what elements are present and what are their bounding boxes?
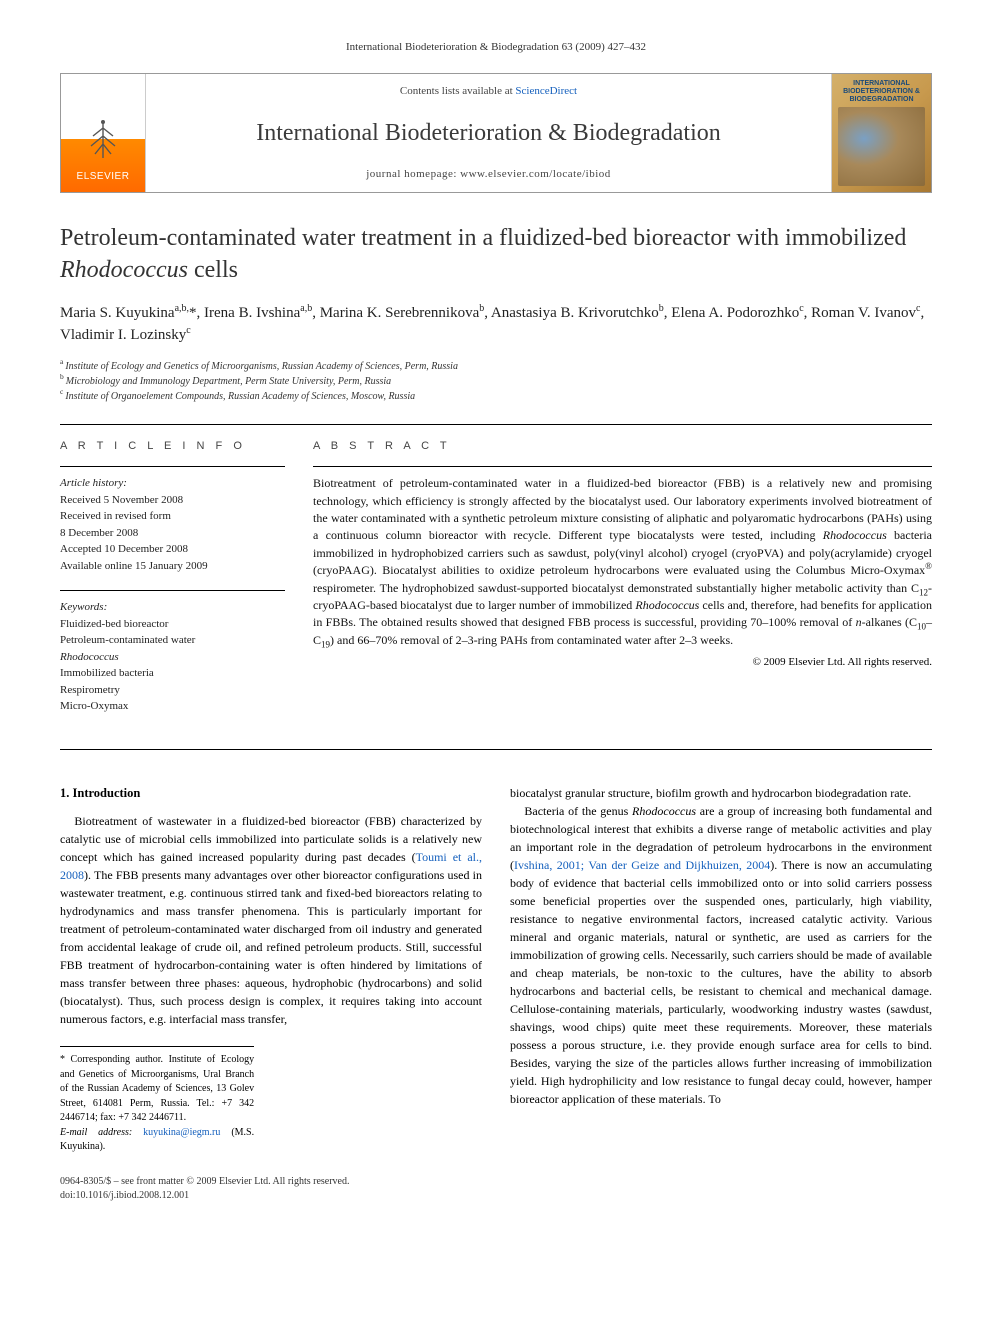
article-info-column: A R T I C L E I N F O Article history: R…	[60, 439, 285, 731]
abstract-column: A B S T R A C T Biotreatment of petroleu…	[313, 439, 932, 731]
homepage-prefix: journal homepage:	[366, 168, 460, 180]
keywords-head: Keywords:	[60, 599, 285, 616]
keywords-block: Keywords: Fluidized-bed bioreactor Petro…	[60, 591, 285, 715]
title-pre: Petroleum-contaminated water treatment i…	[60, 225, 906, 251]
journal-homepage-line: journal homepage: www.elsevier.com/locat…	[158, 167, 819, 182]
body-two-column: 1. Introduction Biotreatment of wastewat…	[60, 784, 932, 1155]
history-line-3: Accepted 10 December 2008	[60, 541, 285, 558]
corr-email-link[interactable]: kuyukina@iegm.ru	[143, 1127, 220, 1138]
abstract-label: A B S T R A C T	[313, 439, 932, 454]
running-head: International Biodeterioration & Biodegr…	[60, 40, 932, 55]
body-p3: Bacteria of the genus Rhodococcus are a …	[510, 802, 932, 1108]
body-p1: Biotreatment of wastewater in a fluidize…	[60, 812, 482, 1028]
section-heading-1: 1. Introduction	[60, 784, 482, 803]
info-abstract-row: A R T I C L E I N F O Article history: R…	[60, 425, 932, 749]
history-line-2: 8 December 2008	[60, 525, 285, 542]
journal-cover-thumb: INTERNATIONAL BIODETERIORATION & BIODEGR…	[831, 74, 931, 192]
article-history: Article history: Received 5 November 200…	[60, 467, 285, 574]
affiliation-a: aInstitute of Ecology and Genetics of Mi…	[60, 359, 932, 374]
contents-prefix: Contents lists available at	[400, 85, 515, 97]
journal-masthead: ELSEVIER Contents lists available at Sci…	[60, 73, 932, 193]
title-italic: Rhodococcus	[60, 257, 188, 283]
publisher-label: ELSEVIER	[77, 170, 130, 184]
footer-meta: 0964-8305/$ – see front matter © 2009 El…	[60, 1175, 932, 1203]
keyword-1: Petroleum-contaminated water	[60, 632, 285, 649]
rule-bottom	[60, 749, 932, 750]
elsevier-tree-icon	[83, 118, 123, 168]
history-line-0: Received 5 November 2008	[60, 492, 285, 509]
masthead-center: Contents lists available at ScienceDirec…	[146, 74, 831, 192]
homepage-url: www.elsevier.com/locate/ibiod	[460, 168, 611, 180]
keyword-3: Immobilized bacteria	[60, 665, 285, 682]
history-line-4: Available online 15 January 2009	[60, 558, 285, 575]
email-line: E-mail address: kuyukina@iegm.ru (M.S. K…	[60, 1126, 254, 1155]
abstract-copyright: © 2009 Elsevier Ltd. All rights reserved…	[313, 655, 932, 670]
article-title: Petroleum-contaminated water treatment i…	[60, 223, 932, 285]
affiliation-b: bMicrobiology and Immunology Department,…	[60, 374, 932, 389]
cover-art	[838, 107, 925, 186]
abstract-text: Biotreatment of petroleum-contaminated w…	[313, 467, 932, 649]
history-head: Article history:	[60, 475, 285, 492]
history-line-1: Received in revised form	[60, 508, 285, 525]
publisher-logo-box: ELSEVIER	[61, 74, 146, 192]
cover-title: INTERNATIONAL BIODETERIORATION & BIODEGR…	[838, 80, 925, 103]
body-p2: biocatalyst granular structure, biofilm …	[510, 784, 932, 802]
journal-name: International Biodeterioration & Biodegr…	[158, 117, 819, 151]
keyword-4: Respirometry	[60, 682, 285, 699]
article-info-label: A R T I C L E I N F O	[60, 439, 285, 454]
affiliations: aInstitute of Ecology and Genetics of Mi…	[60, 359, 932, 404]
keyword-5: Micro-Oxymax	[60, 698, 285, 715]
sciencedirect-link[interactable]: ScienceDirect	[515, 85, 577, 97]
email-label: E-mail address:	[60, 1127, 132, 1138]
footer-line-1: 0964-8305/$ – see front matter © 2009 El…	[60, 1175, 932, 1189]
corresponding-author: * Corresponding author. Institute of Eco…	[60, 1053, 254, 1126]
keyword-2: Rhodococcus	[60, 649, 285, 666]
keyword-0: Fluidized-bed bioreactor	[60, 616, 285, 633]
footnotes: * Corresponding author. Institute of Eco…	[60, 1046, 254, 1155]
footer-line-2: doi:10.1016/j.ibiod.2008.12.001	[60, 1189, 932, 1203]
contents-available-line: Contents lists available at ScienceDirec…	[158, 84, 819, 99]
title-post: cells	[188, 257, 238, 283]
author-list: Maria S. Kuyukinaa,b,*, Irena B. Ivshina…	[60, 302, 932, 347]
affiliation-c: cInstitute of Organoelement Compounds, R…	[60, 389, 932, 404]
